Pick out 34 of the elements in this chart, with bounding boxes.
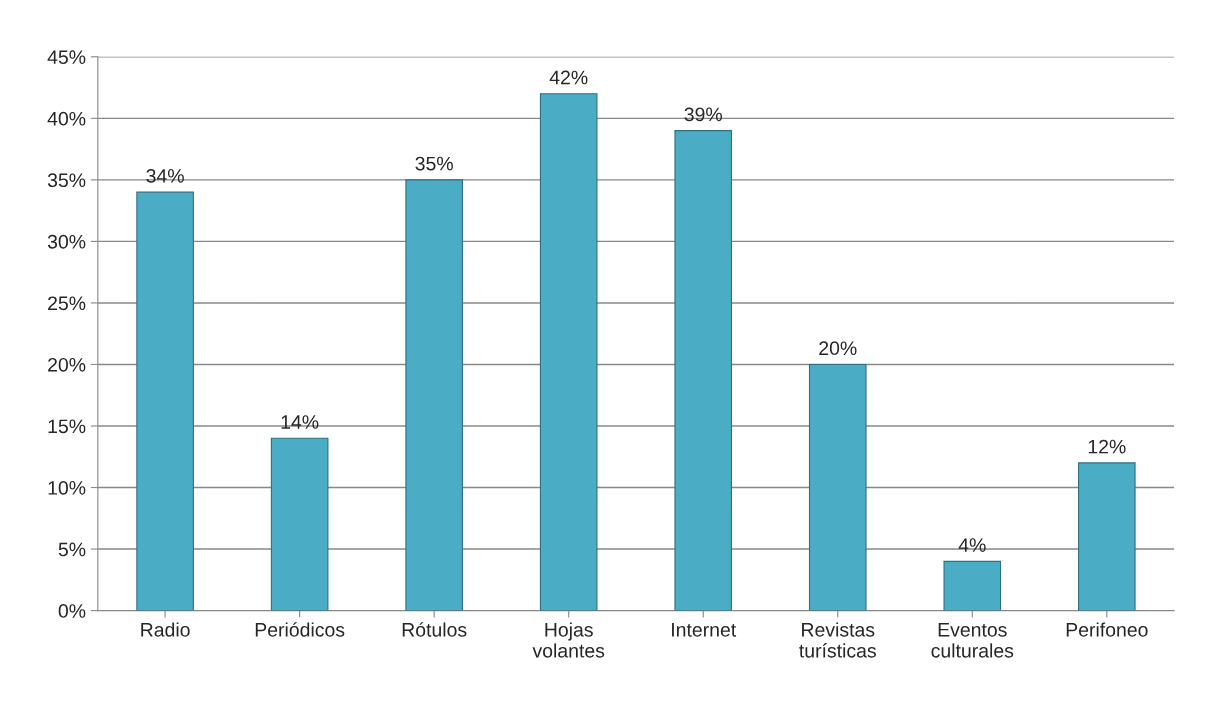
bar: [405, 179, 463, 611]
bar: [808, 363, 867, 611]
y-tick-label: 30%: [47, 234, 86, 249]
data-label: 20%: [819, 341, 857, 356]
x-tick-label: Eventos culturales: [931, 623, 1014, 658]
y-tick-label: 25%: [48, 296, 86, 311]
y-tick-label: 40%: [47, 111, 86, 126]
data-label: 39%: [684, 107, 722, 122]
bar: [270, 437, 329, 611]
y-tick-label: 45%: [47, 50, 86, 65]
x-tick-label: Internet: [672, 623, 737, 637]
y-tick-label: 5%: [58, 542, 86, 557]
data-label: 35%: [415, 156, 453, 171]
x-tick-label: Periódicos: [255, 622, 345, 637]
bar: [539, 93, 598, 611]
y-tick-label: 10%: [48, 481, 86, 495]
y-tick-label: 35%: [47, 173, 86, 188]
x-tick-label: Rótulos: [402, 622, 467, 637]
x-tick-label: Perifoneo: [1066, 622, 1148, 637]
bar: [136, 191, 194, 611]
bar: [943, 560, 1002, 611]
data-label: 4%: [958, 538, 986, 552]
data-label: 14%: [281, 415, 319, 429]
bar: [674, 130, 733, 611]
y-tick-label: 20%: [48, 357, 86, 372]
data-label: 42%: [549, 70, 588, 85]
data-label: 12%: [1088, 439, 1126, 454]
x-tick-label: Revistas turísticas: [799, 622, 876, 658]
x-tick-label: Hojas volantes: [532, 622, 605, 658]
y-tick-label: 0%: [58, 604, 86, 618]
x-tick-label: Radio: [141, 622, 190, 637]
bar: [1078, 462, 1136, 611]
y-tick-label: 15%: [48, 419, 86, 434]
data-label: 34%: [146, 169, 184, 183]
